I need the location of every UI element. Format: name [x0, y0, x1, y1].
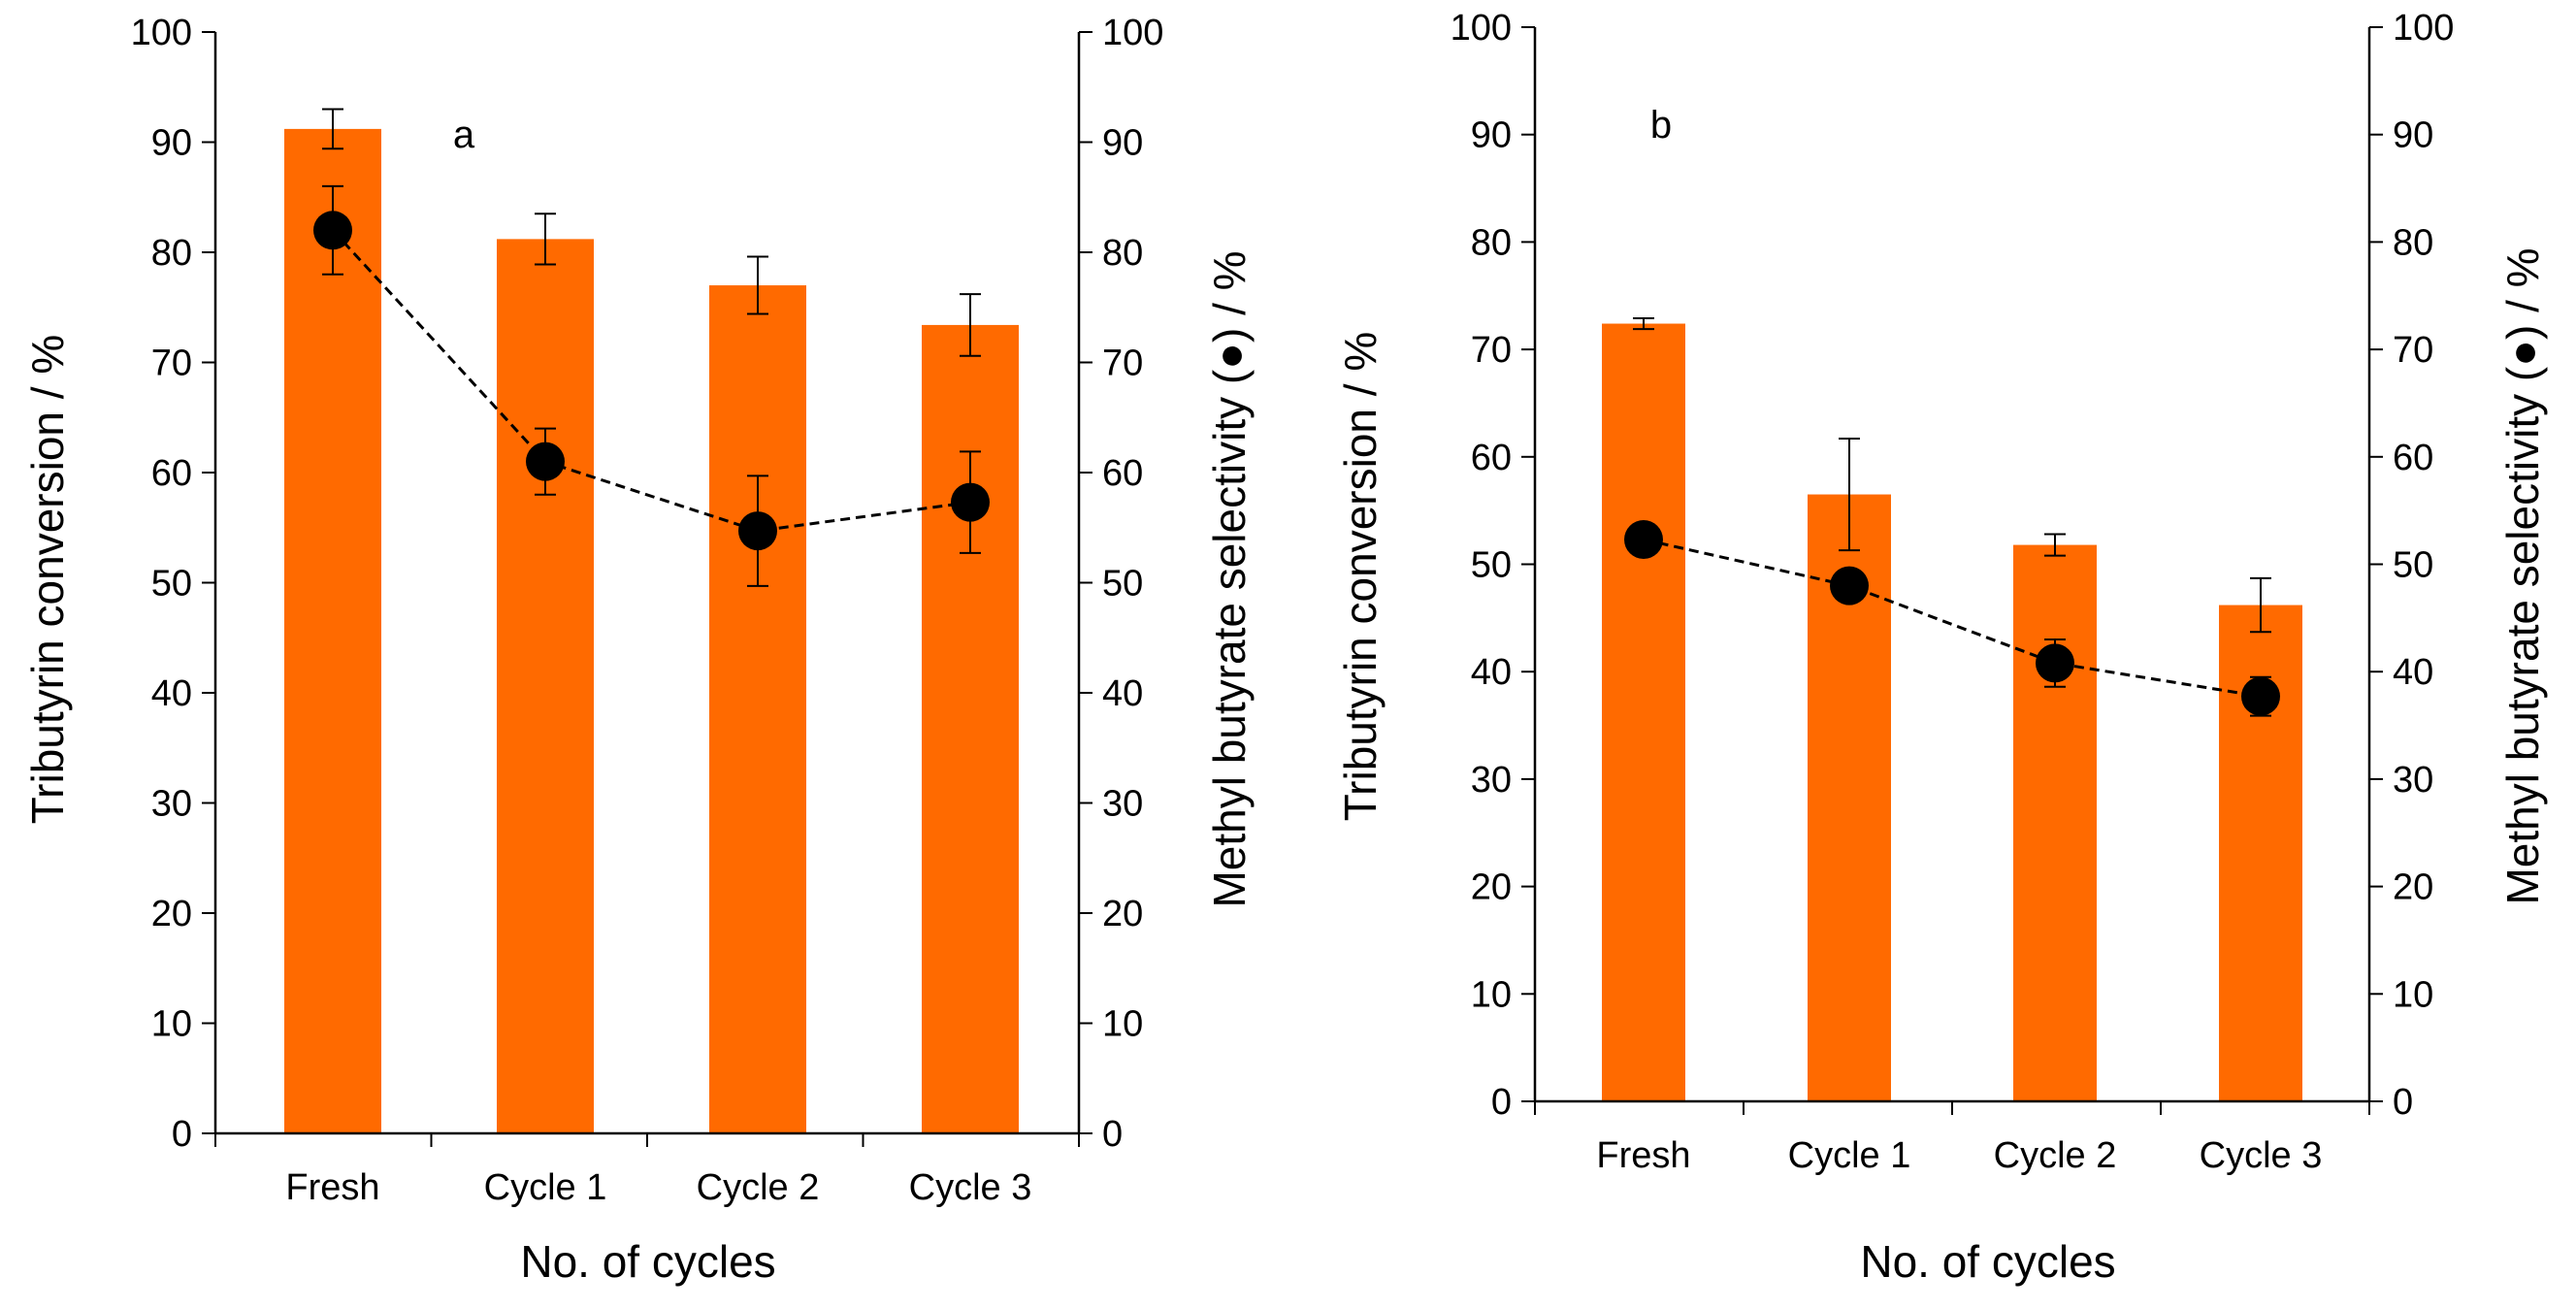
- y-tick-label-left: 50: [151, 564, 192, 605]
- selectivity-point: [2241, 676, 2280, 716]
- y-tick-label-right: 60: [2393, 438, 2433, 478]
- bar: [709, 285, 806, 1133]
- bar-error-bar: [2044, 533, 2066, 557]
- x-tick-label: Cycle 3: [909, 1167, 1032, 1208]
- x-tick-label: Cycle 1: [1788, 1135, 1911, 1176]
- selectivity-point: [1830, 566, 1869, 605]
- chart-panel-a: 0 0 10 10 20 20 30 30 40 40 50 50 60 60 70 70 80 80 90 90 10…: [22, 13, 1255, 1287]
- y-tick-label-right: 20: [1102, 894, 1143, 934]
- y-tick-label-right: 10: [2393, 974, 2433, 1015]
- panel-label: b: [1650, 104, 1672, 147]
- y-tick-label-left: 90: [1471, 115, 1512, 156]
- x-axis-title: No. of cycles: [520, 1236, 775, 1287]
- y-tick-label-right: 30: [2393, 760, 2433, 801]
- x-tick-label: Cycle 3: [2200, 1135, 2323, 1176]
- x-tick-label: Cycle 2: [1994, 1135, 2117, 1176]
- y-tick-label-left: 40: [1471, 652, 1512, 693]
- selectivity-line: [1643, 538, 2262, 699]
- y-tick-label-right: 40: [2393, 652, 2433, 693]
- x-tick-label: Fresh: [1596, 1135, 1690, 1176]
- selectivity-point: [526, 442, 565, 481]
- bar-error-bar: [2250, 576, 2271, 634]
- x-tick-label: Cycle 1: [484, 1167, 607, 1208]
- bar: [1602, 323, 1685, 1102]
- bar: [2013, 544, 2097, 1101]
- y-tick-label-left: 80: [151, 233, 192, 274]
- selectivity-point: [951, 482, 990, 522]
- y-tick-label-right: 50: [1102, 564, 1143, 605]
- y-tick-label-right: 80: [1102, 233, 1143, 274]
- y-tick-label-left: 90: [151, 123, 192, 164]
- y-tick-label-right: 70: [1102, 344, 1143, 384]
- y-tick-label-left: 40: [151, 673, 192, 714]
- y-tick-label-left: 10: [151, 1004, 192, 1045]
- y-tick-label-right: 30: [1102, 784, 1143, 825]
- bar-error-bar: [535, 213, 556, 266]
- y-tick-label-left: 70: [151, 344, 192, 384]
- bar-error-bar: [322, 108, 343, 150]
- y-tick-label-left: 70: [1471, 330, 1512, 371]
- bar-error-bar: [747, 255, 768, 315]
- y-axis-title-right: Methyl butyrate selectivity (●) / %: [2497, 247, 2548, 904]
- y-tick-label-left: 60: [151, 453, 192, 494]
- selectivity-point: [738, 511, 777, 551]
- plot-area: 0 0 10 10 20 20 30 30 40 40 50 50 60 60 70 70 80 80 90 90 10…: [131, 13, 1164, 1208]
- x-tick-label: Fresh: [285, 1167, 379, 1208]
- y-axis-title-left: Tributyrin conversion / %: [1335, 332, 1386, 821]
- y-tick-label-right: 50: [2393, 545, 2433, 586]
- y-axis-title-left: Tributyrin conversion / %: [22, 335, 73, 824]
- plot-area: 0 0 10 10 20 20 30 30 40 40 50 50 60 60 70 70 80 80 90 90 10…: [1451, 8, 2455, 1176]
- y-tick-label-left: 10: [1471, 974, 1512, 1015]
- y-tick-label-left: 100: [131, 13, 192, 53]
- y-tick-label-left: 0: [172, 1114, 192, 1155]
- panel-label: a: [453, 114, 475, 156]
- y-tick-label-right: 0: [1102, 1114, 1123, 1155]
- y-tick-label-right: 90: [2393, 115, 2433, 156]
- y-tick-label-left: 30: [1471, 760, 1512, 801]
- bar: [497, 239, 594, 1133]
- y-tick-label-right: 80: [2393, 222, 2433, 263]
- bar: [922, 324, 1019, 1133]
- x-tick-label: Cycle 2: [697, 1167, 820, 1208]
- y-tick-label-right: 40: [1102, 673, 1143, 714]
- x-axis-title: No. of cycles: [1860, 1236, 2115, 1287]
- y-tick-label-right: 10: [1102, 1004, 1143, 1045]
- selectivity-point: [313, 211, 352, 250]
- bar: [284, 128, 381, 1133]
- y-tick-label-left: 50: [1471, 545, 1512, 586]
- bar-error-bar: [1633, 316, 1654, 331]
- chart-panel-b: 0 0 10 10 20 20 30 30 40 40 50 50 60 60 70 70 80 80 90 90 10…: [1335, 8, 2548, 1287]
- y-axis-title-right: Methyl butyrate selectivity (●) / %: [1204, 250, 1255, 907]
- y-tick-label-right: 100: [1102, 13, 1163, 53]
- y-tick-label-left: 30: [151, 784, 192, 825]
- bar-error-bar: [960, 293, 981, 357]
- selectivity-point: [2036, 643, 2074, 683]
- y-tick-label-right: 70: [2393, 330, 2433, 371]
- y-tick-label-left: 20: [151, 894, 192, 934]
- y-tick-label-right: 90: [1102, 123, 1143, 164]
- bar-error-bar: [1839, 437, 1860, 552]
- y-tick-label-right: 100: [2393, 8, 2454, 49]
- y-tick-label-left: 60: [1471, 438, 1512, 478]
- selectivity-line: [331, 229, 971, 533]
- selectivity-point: [1624, 520, 1663, 560]
- y-tick-label-left: 100: [1451, 8, 1512, 49]
- y-tick-label-left: 80: [1471, 222, 1512, 263]
- y-tick-label-right: 60: [1102, 453, 1143, 494]
- y-tick-label-left: 0: [1491, 1082, 1512, 1123]
- y-tick-label-right: 20: [2393, 867, 2433, 908]
- y-tick-label-right: 0: [2393, 1082, 2413, 1123]
- y-tick-label-left: 20: [1471, 867, 1512, 908]
